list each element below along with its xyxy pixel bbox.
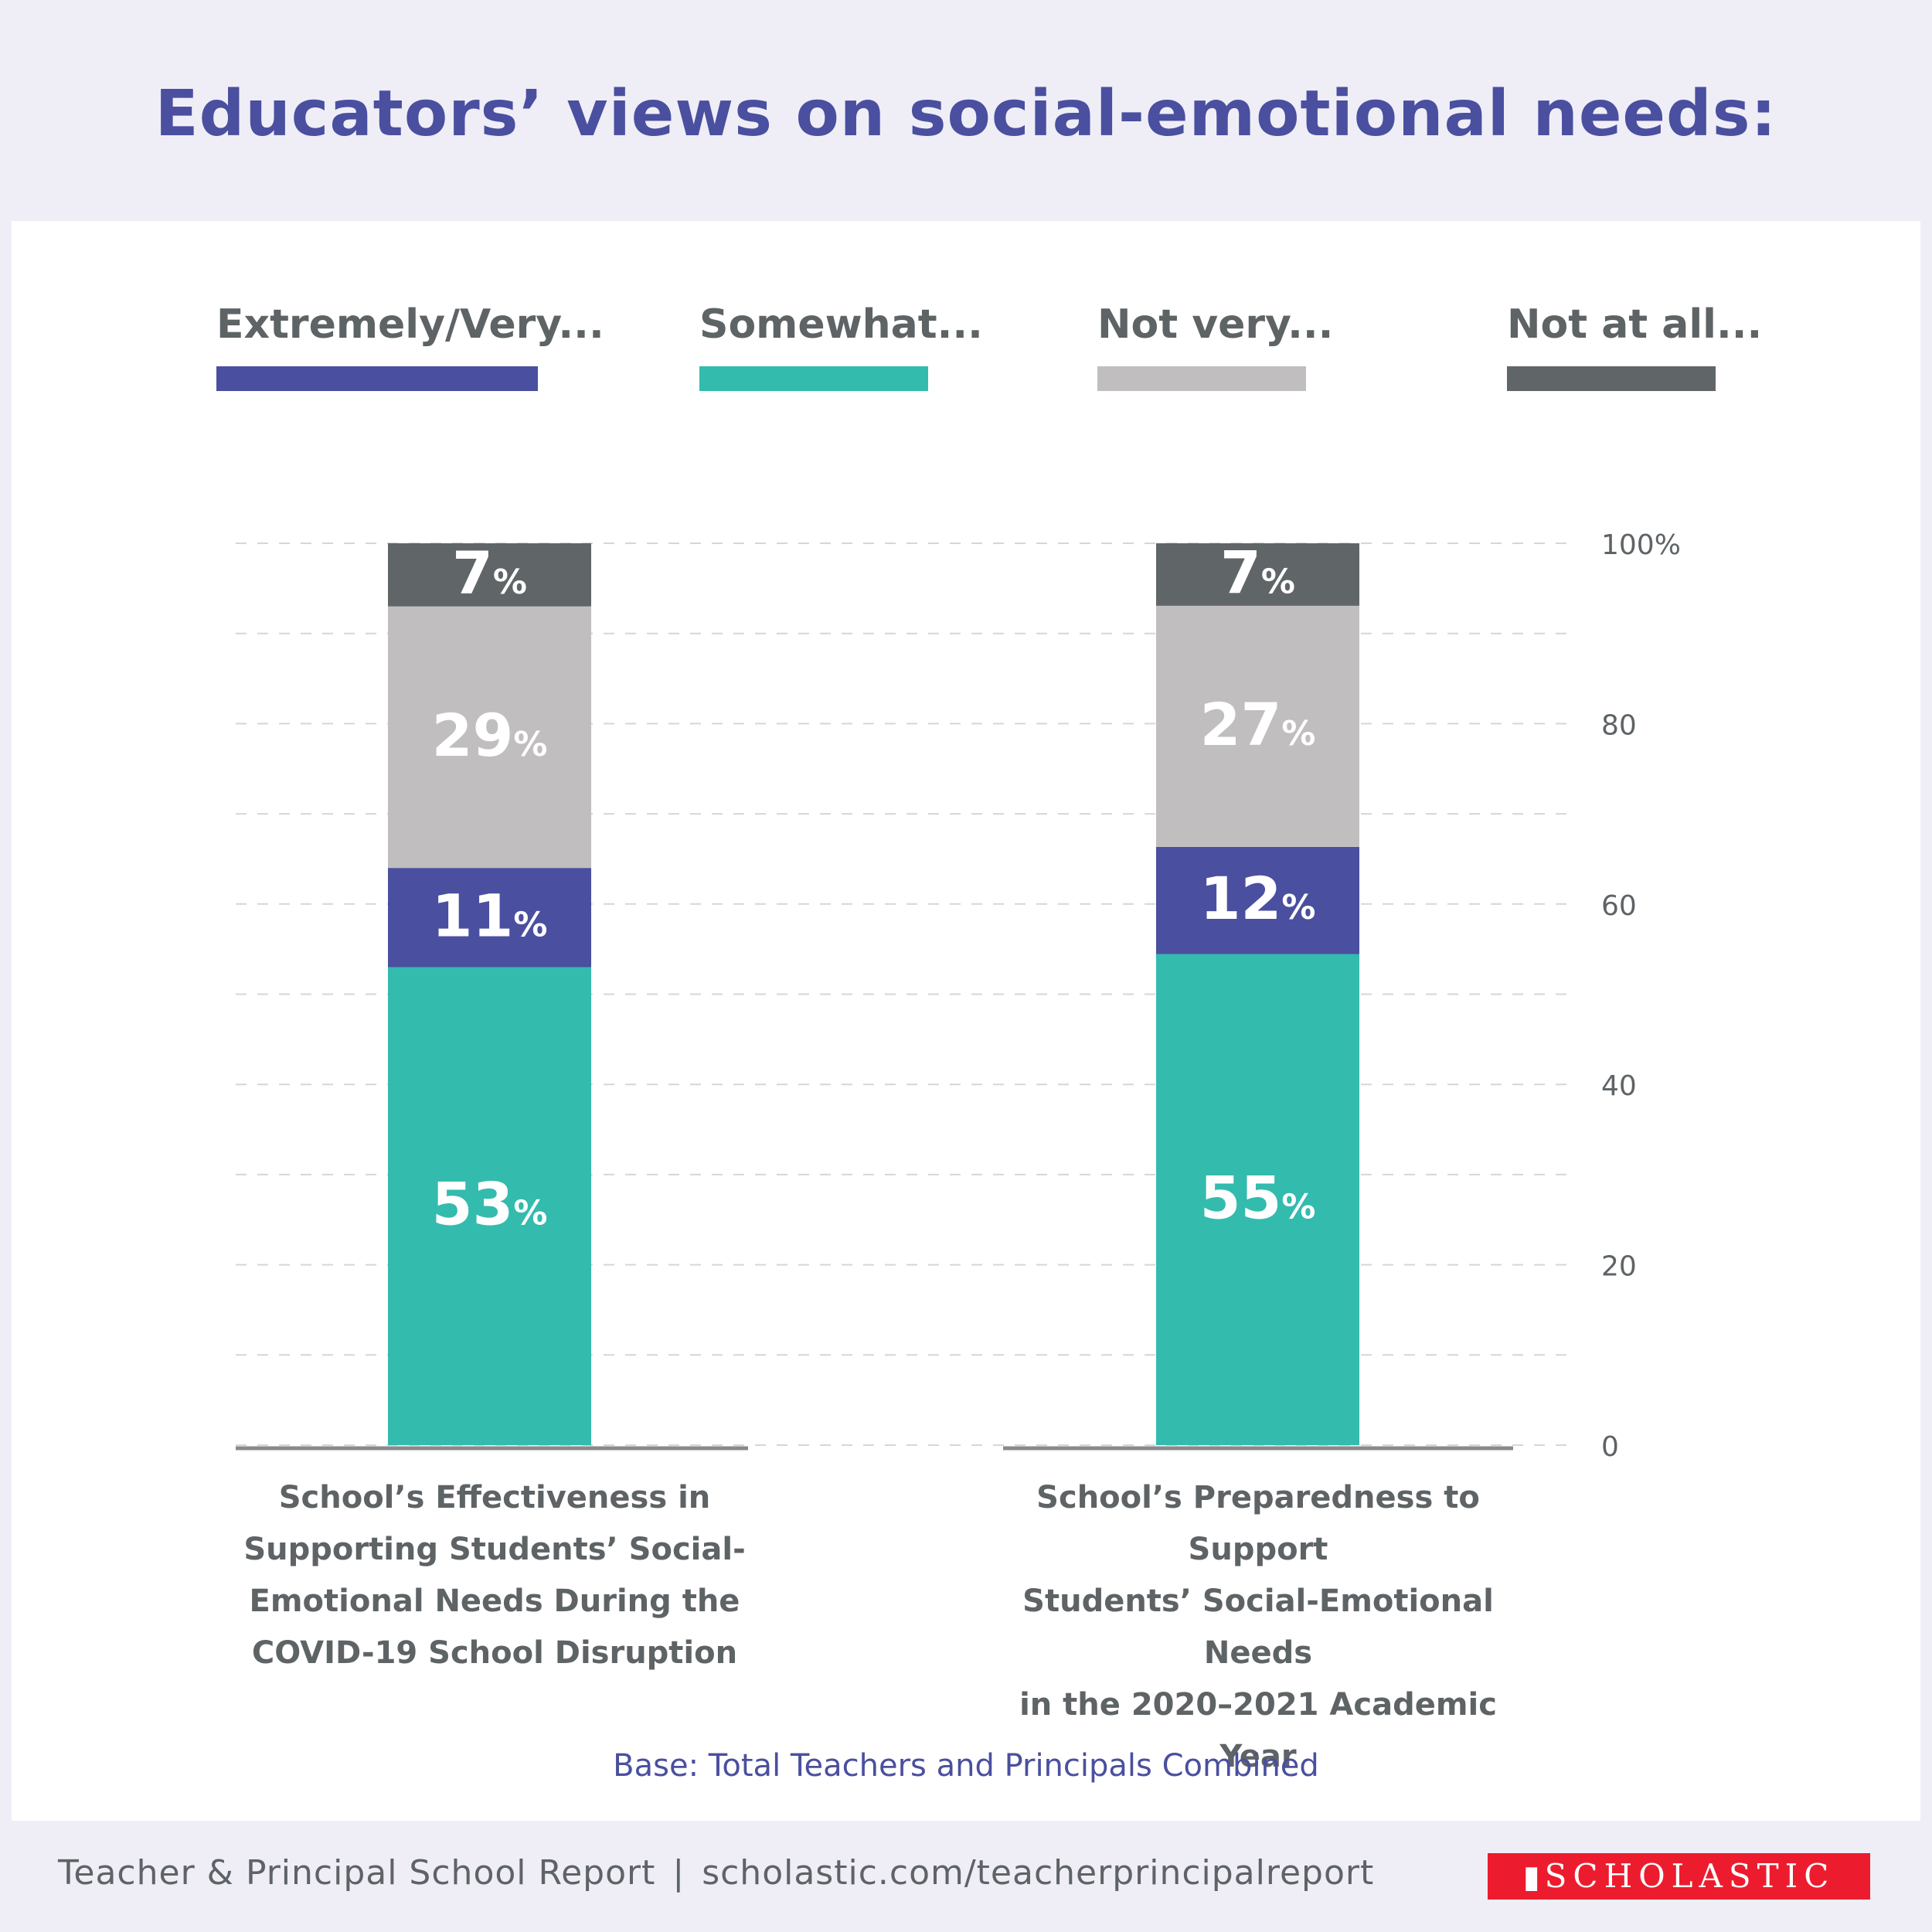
base-note: Base: Total Teachers and Principals Comb…: [613, 1748, 1319, 1784]
y-tick-label: 0: [1601, 1431, 1619, 1463]
legend-swatch: [699, 366, 928, 391]
bar-segment: [388, 967, 591, 1445]
open-book-icon: ▮: [1522, 1859, 1540, 1895]
category-label-line: Students’ Social-Emotional Needs: [1022, 1583, 1494, 1671]
footer: Teacher & Principal School Report | schola…: [58, 1853, 1374, 1893]
data-label: 11%: [432, 881, 548, 950]
data-label: 27%: [1200, 690, 1316, 759]
legend-swatch: [216, 366, 538, 391]
legend-swatch: [1507, 366, 1716, 391]
y-tick-label: 80: [1601, 709, 1637, 741]
footer-url[interactable]: scholastic.com/teacherprincipalreport: [702, 1853, 1375, 1893]
data-label: 7%: [452, 539, 527, 607]
bar-segment: [388, 868, 591, 968]
category-label-line: School’s Preparedness to Support: [1036, 1480, 1480, 1567]
category-label-line: Supporting Students’ Social-: [243, 1532, 746, 1567]
y-tick-label: 40: [1601, 1070, 1637, 1102]
page-title: Educators’ views on social-emotional nee…: [155, 77, 1777, 151]
bar-segment: [1156, 605, 1359, 847]
data-label: 12%: [1200, 864, 1316, 933]
bar-segment: [1156, 543, 1359, 606]
footer-separator: |: [672, 1853, 685, 1893]
scholastic-logo[interactable]: ▮ SCHOLASTIC: [1488, 1853, 1870, 1900]
y-tick-label: 20: [1601, 1251, 1637, 1283]
chart-panel: [12, 221, 1920, 1821]
legend-swatch: [1097, 366, 1306, 391]
bar-segment: [1156, 954, 1359, 1445]
category-label-0: School’s Effectiveness in Supporting Stud…: [224, 1472, 765, 1679]
bar-segment: [388, 606, 591, 869]
legend-label: Not very...: [1097, 301, 1334, 348]
y-tick-label: 100%: [1601, 529, 1681, 561]
category-label-line: COVID-19 School Disruption: [251, 1635, 738, 1671]
y-tick-label: 60: [1601, 890, 1637, 922]
category-label-line: in the 2020–2021 Academic Year: [1019, 1687, 1497, 1774]
data-label: 7%: [1220, 538, 1295, 607]
bar-segment: [388, 543, 591, 607]
data-label: 53%: [432, 1170, 548, 1239]
footer-report-title: Teacher & Principal School Report: [58, 1853, 656, 1893]
bar-segment: [1156, 846, 1359, 954]
data-label: 55%: [1200, 1163, 1316, 1232]
logo-text: SCHOLASTIC: [1544, 1857, 1835, 1895]
category-label-line: Emotional Needs During the: [249, 1583, 740, 1619]
category-label-1: School’s Preparedness to Support Students…: [988, 1472, 1529, 1783]
category-label-line: School’s Effectiveness in: [278, 1480, 711, 1515]
legend-item-2: Not very...: [1097, 301, 1334, 391]
data-label: 29%: [432, 701, 548, 770]
